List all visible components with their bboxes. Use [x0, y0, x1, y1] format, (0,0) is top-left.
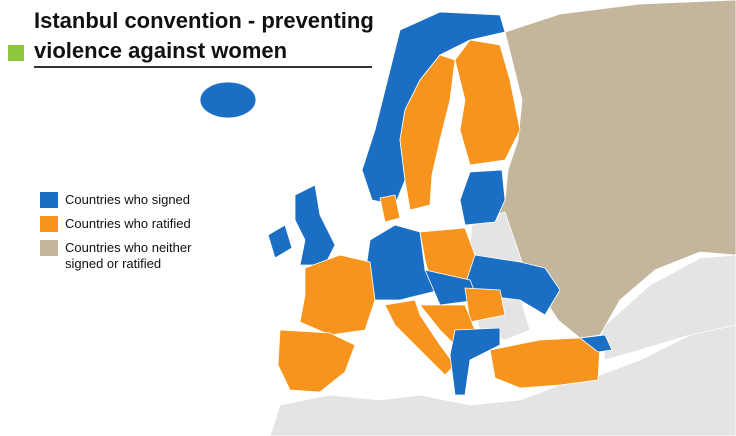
legend-label: Countries who ratified: [65, 216, 191, 231]
region: [464, 287, 506, 323]
region: [454, 39, 521, 166]
region: [379, 194, 401, 223]
title-line: Istanbul convention - preventing: [34, 8, 374, 33]
legend-item: Countries who signed: [40, 192, 220, 208]
region: [489, 337, 601, 389]
region: [199, 81, 257, 119]
region: [294, 184, 336, 266]
region: [459, 169, 506, 226]
title-line: violence against women: [34, 38, 288, 63]
legend-label: Countries who neither signed or ratified: [65, 240, 192, 271]
region: [449, 327, 501, 396]
legend-swatch: [40, 240, 58, 256]
legend-item: Countries who neither signed or ratified: [40, 240, 220, 272]
land-other: [599, 254, 736, 361]
legend: Countries who signed Countries who ratifi…: [40, 192, 220, 280]
legend-item: Countries who ratified: [40, 216, 220, 232]
region: [494, 0, 736, 339]
title-underline: [34, 66, 372, 68]
region: [299, 254, 376, 336]
region: [267, 224, 293, 259]
legend-swatch: [40, 216, 58, 232]
title-marker: [8, 45, 24, 61]
region: [277, 329, 356, 393]
legend-label: Countries who signed: [65, 192, 191, 207]
legend-swatch: [40, 192, 58, 208]
region: [384, 299, 456, 376]
region: [578, 334, 613, 353]
region: [399, 54, 456, 211]
